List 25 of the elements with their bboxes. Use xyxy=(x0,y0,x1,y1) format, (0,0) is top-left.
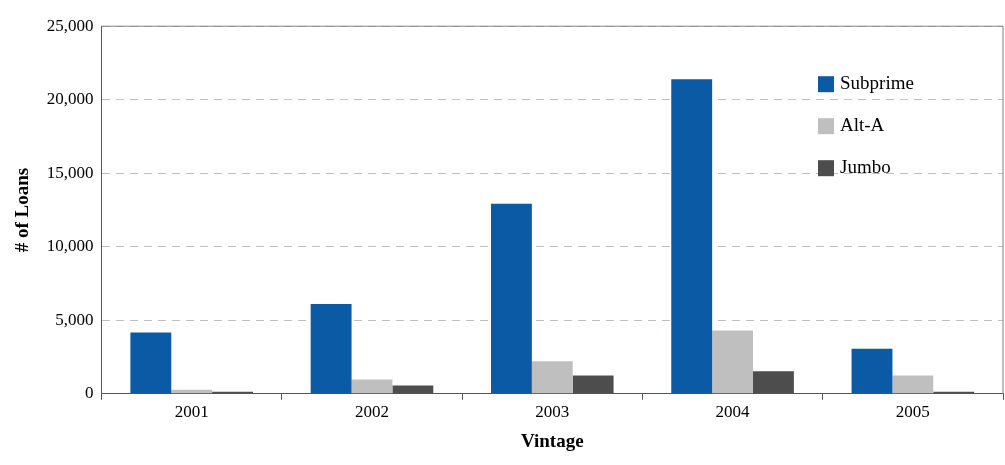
x-tick-label: 2002 xyxy=(354,402,389,422)
y-tick-label: 5,000 xyxy=(55,309,94,329)
legend-label: Subprime xyxy=(840,72,914,94)
x-axis-title: Vintage xyxy=(520,429,584,451)
y-tick-label: 15,000 xyxy=(46,162,94,182)
y-tick-label: 10,000 xyxy=(46,236,94,256)
y-tick-label: 0 xyxy=(85,383,94,403)
bar xyxy=(892,375,934,394)
y-tick-label: 20,000 xyxy=(46,89,94,109)
y-tick-label: 25,000 xyxy=(46,15,94,35)
bar xyxy=(671,79,713,394)
bar xyxy=(351,379,393,394)
bar xyxy=(712,330,753,394)
bar xyxy=(531,361,573,394)
x-tick-label: 2001 xyxy=(174,402,209,422)
y-axis-title: # of Loans xyxy=(11,167,33,253)
x-tick-label: 2003 xyxy=(535,402,570,422)
bar xyxy=(490,203,532,394)
bar xyxy=(310,303,352,394)
legend-label: Alt-A xyxy=(840,114,885,136)
x-tick-label: 2005 xyxy=(895,402,930,422)
legend-label: Jumbo xyxy=(840,156,891,178)
bar xyxy=(851,348,893,394)
x-tick-label: 2004 xyxy=(715,402,751,422)
bar xyxy=(130,332,172,394)
